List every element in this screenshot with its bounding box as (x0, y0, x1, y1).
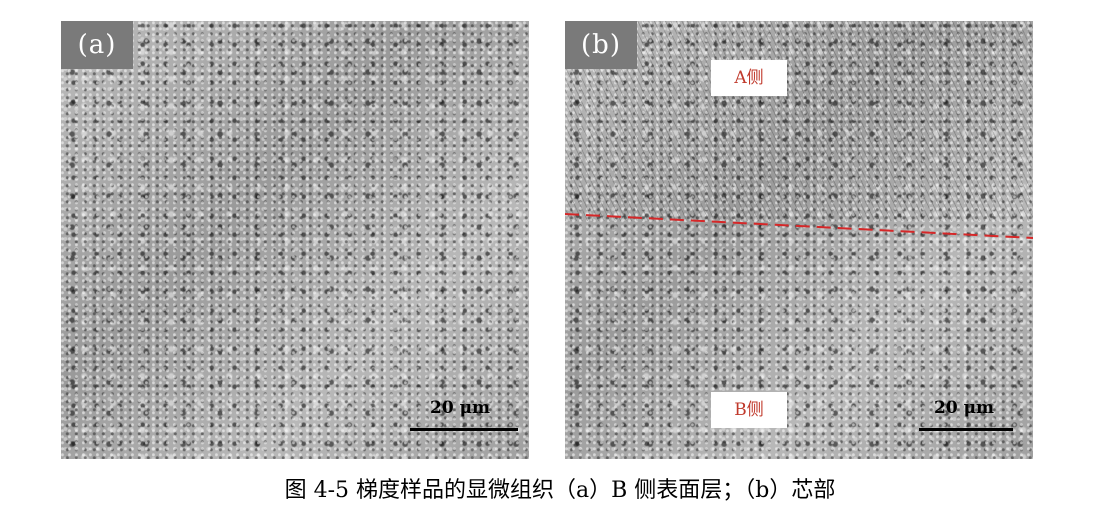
panel-label-b: (b) (565, 21, 637, 69)
scale-bar-label-b: 20 μm (934, 398, 995, 418)
elongated-grain-texture (565, 21, 1033, 221)
scale-bar-a (410, 428, 518, 431)
interface-boundary-line (565, 213, 1033, 239)
scale-bar-b (919, 428, 1013, 431)
micrograph-panel-a: (a) 20 μm (61, 21, 529, 459)
figure-caption: 图 4-5 梯度样品的显微组织（a）B 侧表面层；（b）芯部 (284, 478, 836, 503)
panel-label-a: (a) (61, 21, 133, 69)
region-label-b-side: B侧 (711, 392, 787, 428)
region-label-a-side: A侧 (711, 60, 787, 96)
scale-bar-label-a: 20 μm (430, 398, 491, 418)
micrograph-image-a (61, 21, 529, 459)
micrograph-image-b (565, 21, 1033, 459)
micrograph-panel-b: (b) A侧 B侧 20 μm (565, 21, 1033, 459)
